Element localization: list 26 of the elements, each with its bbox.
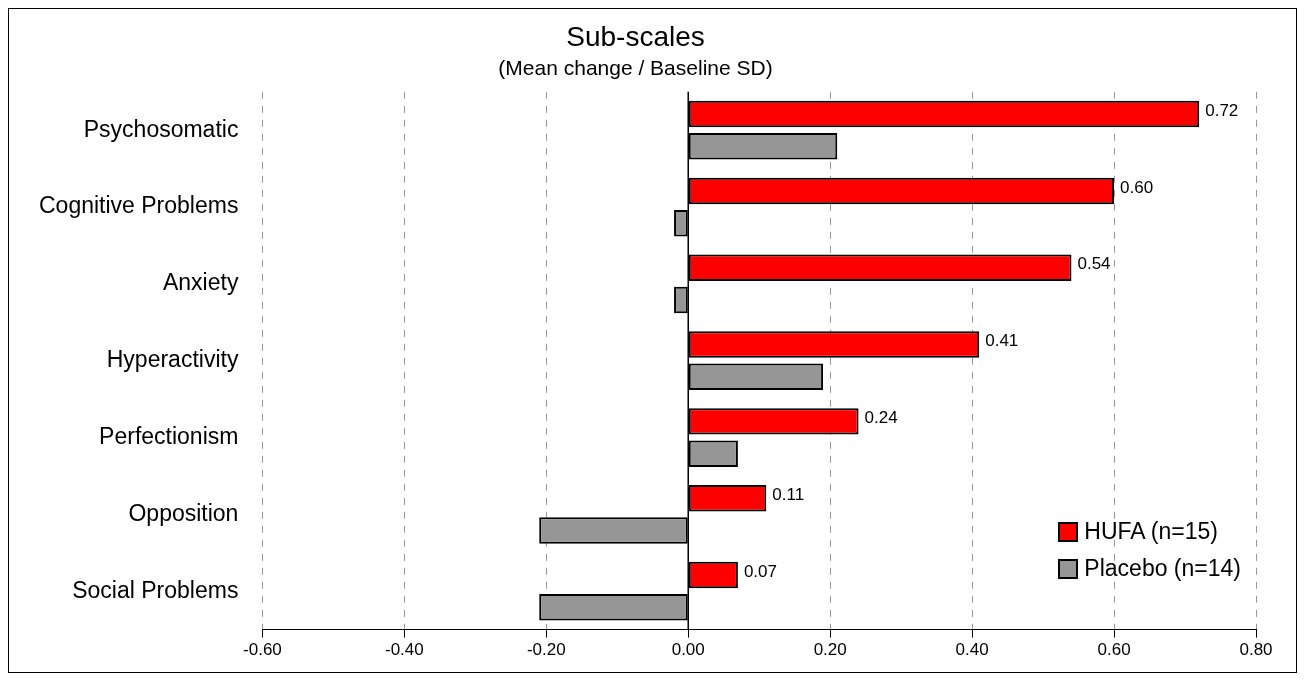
data-label: 0.72 [1205, 100, 1239, 120]
chart-title: Sub-scales [566, 20, 705, 52]
y-tick-label: Social Problems [72, 576, 239, 603]
data-label: 0.60 [1120, 177, 1154, 197]
legend-label: HUFA (n=15) [1084, 518, 1218, 545]
data-label: 0.11 [772, 484, 805, 504]
y-tick-label: Cognitive Problems [39, 192, 239, 219]
data-label: 0.24 [864, 408, 898, 428]
data-label: 0.41 [985, 331, 1019, 351]
x-tick-label: 0.60 [1097, 640, 1131, 660]
data-label: 0.07 [743, 561, 778, 581]
x-tick-label: -0.20 [526, 640, 566, 660]
data-label: 0.54 [1077, 254, 1111, 274]
y-tick-label: Hyperactivity [106, 346, 239, 373]
y-tick-label: Anxiety [162, 269, 239, 296]
x-tick-label: 0.20 [813, 640, 847, 660]
y-tick-label: Perfectionism [99, 422, 239, 449]
x-tick-label: -0.40 [384, 640, 424, 660]
y-tick-label: Opposition [128, 499, 239, 526]
chart-subtitle: (Mean change / Baseline SD) [498, 56, 773, 79]
x-tick-label: -0.60 [243, 640, 282, 660]
y-tick-label: Psychosomatic [83, 115, 239, 142]
x-tick-label: 0.40 [955, 640, 989, 660]
x-tick-label: 0.00 [671, 640, 705, 660]
x-tick-label: 0.80 [1239, 640, 1273, 660]
legend-label: Placebo (n=14) [1084, 555, 1241, 582]
